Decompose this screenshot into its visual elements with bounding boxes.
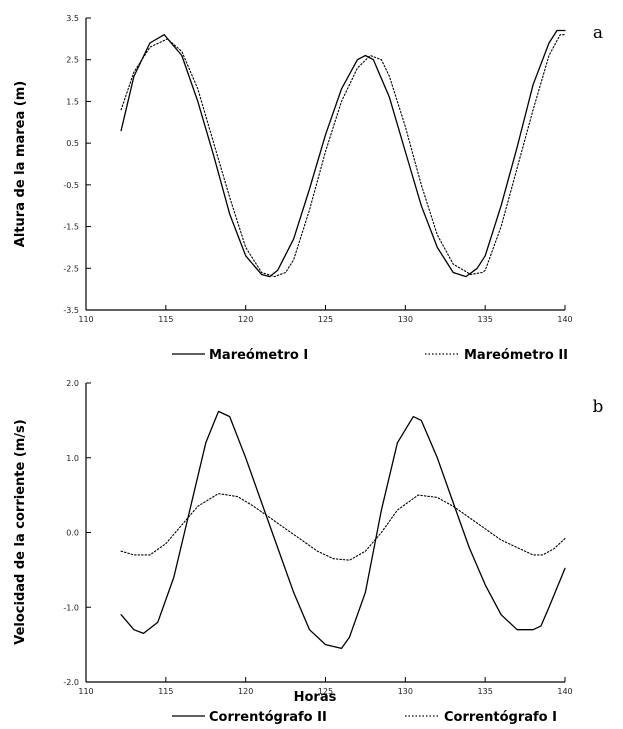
panel-a-series-line-1 (120, 29, 566, 278)
panel-a-y-tick-label: 0.5 (66, 139, 79, 148)
panel-b-ticks: 110 115 120 125 130 135 140 2.0 1.0 0.0 -1.0 -2.0 (63, 379, 572, 696)
panel-a-x-tick-label: 140 (557, 315, 572, 324)
panel-b-letter: b (593, 397, 604, 417)
panel-b-legend: Correntógrafo II Correntógrafo I (172, 710, 557, 725)
panel-b-x-tick-label: 140 (557, 687, 572, 696)
panel-b-x-title: Horas (294, 690, 337, 705)
panel-a-letter: a (593, 23, 603, 43)
panel-a-series (120, 29, 566, 278)
panel-a-y-tick-label: -1.5 (63, 223, 79, 232)
panel-a-y-tick-label: 1.5 (66, 97, 79, 106)
panel-a-y-tick-label: -2.5 (63, 264, 79, 273)
panel-b-y-tick-label: 0.0 (66, 529, 79, 538)
panel-a-x-tick-label: 130 (398, 315, 413, 324)
panel-b-x-tick-label: 120 (238, 687, 253, 696)
panel-a-series-line-2 (120, 34, 566, 278)
panel-a-legend: Mareómetro I Mareómetro II (172, 348, 568, 363)
panel-a-y-tick-label: 3.5 (66, 14, 79, 23)
legend-label-correntografo-i: Correntógrafo I (444, 710, 557, 725)
legend-label-mareometro-ii: Mareómetro II (464, 348, 568, 363)
panel-b: Velocidad de la corriente (m/s) Horas b … (13, 379, 604, 725)
panel-a-y-title: Altura de la marea (m) (13, 81, 28, 247)
panel-a-x-tick-label: 110 (78, 315, 93, 324)
panel-b-y-tick-label: 1.0 (66, 454, 79, 463)
panel-b-x-tick-label: 110 (78, 687, 93, 696)
panel-a-y-tick-label: -0.5 (63, 181, 79, 190)
panel-b-x-tick-label: 125 (318, 687, 333, 696)
panel-a-y-tick-label: -3.5 (63, 306, 79, 315)
panel-a-x-tick-label: 125 (318, 315, 333, 324)
panel-b-y-tick-label: -1.0 (63, 603, 79, 612)
panel-b-y-tick-label: 2.0 (66, 379, 79, 388)
panel-b-x-tick-label: 130 (398, 687, 413, 696)
panel-b-y-title: Velocidad de la corriente (m/s) (13, 419, 28, 645)
legend-label-correntografo-ii: Correntógrafo II (209, 710, 327, 725)
panel-b-series-line-2 (120, 493, 566, 561)
panel-a-x-tick-label: 135 (478, 315, 493, 324)
panel-a-y-tick-label: 2.5 (66, 56, 79, 65)
panel-a-x-tick-label: 115 (158, 315, 173, 324)
panel-b-x-tick-label: 115 (158, 687, 173, 696)
panel-b-series (120, 410, 566, 650)
panel-b-series-line-1 (120, 410, 566, 650)
panel-b-y-tick-label: -2.0 (63, 678, 79, 687)
panel-a: Altura de la marea (m) a 110 115 120 125 130… (13, 14, 603, 363)
panel-a-x-tick-label: 120 (238, 315, 253, 324)
panel-b-x-tick-label: 135 (478, 687, 493, 696)
panel-a-ticks: 110 115 120 125 130 135 140 3.5 2.5 1.5 0.5 -0.5 -1.… (63, 14, 572, 324)
legend-label-mareometro-i: Mareómetro I (209, 348, 308, 363)
